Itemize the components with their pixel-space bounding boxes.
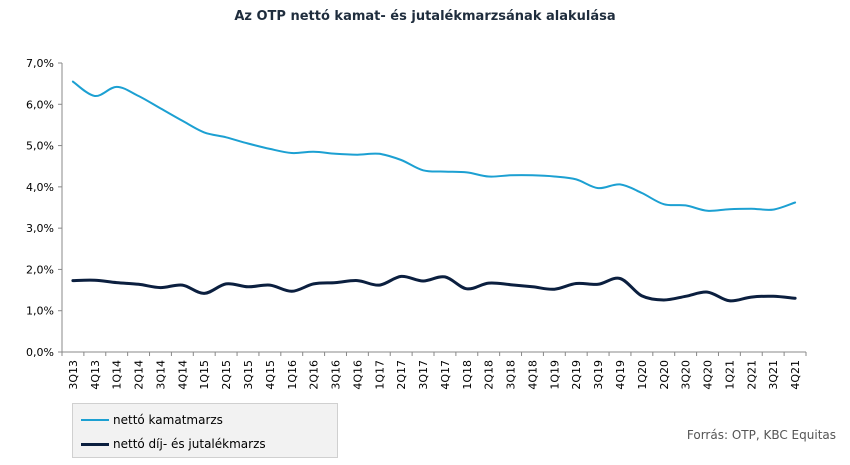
x-tick-label: 2Q14 <box>133 360 146 390</box>
legend-item-kamatmarzs: nettó kamatmarzs <box>81 412 223 428</box>
x-tick-label: 1Q20 <box>636 360 649 390</box>
x-tick-label: 2Q18 <box>483 360 496 390</box>
y-tick-label: 6,0% <box>26 98 54 111</box>
x-tick-label: 1Q15 <box>198 360 211 390</box>
x-tick-label: 2Q16 <box>308 360 321 390</box>
y-tick-label: 5,0% <box>26 140 54 153</box>
x-tick-label: 3Q13 <box>67 360 80 390</box>
y-tick-label: 2,0% <box>26 263 54 276</box>
x-tick-label: 4Q20 <box>702 360 715 390</box>
x-tick-label: 4Q21 <box>789 360 802 390</box>
x-tick-label: 3Q20 <box>680 360 693 390</box>
y-tick-label: 4,0% <box>26 181 54 194</box>
series-line-1 <box>71 274 797 303</box>
series-line-0 <box>71 80 797 212</box>
legend-swatch-jutalekmarzs <box>81 442 109 446</box>
chart-title: Az OTP nettó kamat- és jutalékmarzsának … <box>234 9 616 24</box>
x-tick-label: 1Q19 <box>548 360 561 390</box>
x-tick-label: 3Q21 <box>767 360 780 390</box>
x-tick-label: 1Q18 <box>461 360 474 390</box>
x-tick-label: 3Q19 <box>592 360 605 390</box>
legend-swatch-kamatmarzs <box>81 419 109 421</box>
x-tick-label: 1Q17 <box>373 360 386 390</box>
x-tick-label: 4Q15 <box>264 360 277 390</box>
x-tick-label: 4Q19 <box>614 360 627 390</box>
legend: nettó kamatmarzs nettó díj- és jutalékma… <box>72 403 338 458</box>
x-tick-label: 4Q14 <box>176 360 189 390</box>
y-tick-label: 7,0% <box>26 57 54 70</box>
y-tick-label: 0,0% <box>26 346 54 359</box>
x-tick-label: 2Q15 <box>220 360 233 390</box>
x-tick-label: 1Q16 <box>286 360 299 390</box>
x-tick-label: 2Q20 <box>658 360 671 390</box>
source-note: Forrás: OTP, KBC Equitas <box>686 428 836 442</box>
x-tick-label: 3Q14 <box>154 360 167 390</box>
x-tick-label: 3Q16 <box>330 360 343 390</box>
x-tick-label: 1Q21 <box>723 360 736 390</box>
x-tick-label: 1Q14 <box>111 360 124 390</box>
x-tick-label: 2Q21 <box>745 360 758 390</box>
legend-label-jutalekmarzs: nettó díj- és jutalékmarzs <box>113 437 266 451</box>
y-tick-label: 3,0% <box>26 222 54 235</box>
x-tick-label: 4Q17 <box>439 360 452 390</box>
x-tick-label: 3Q15 <box>242 360 255 390</box>
legend-label-kamatmarzs: nettó kamatmarzs <box>113 413 223 427</box>
x-tick-label: 2Q19 <box>570 360 583 390</box>
x-tick-label: 3Q18 <box>505 360 518 390</box>
x-tick-label: 4Q13 <box>89 360 102 390</box>
x-tick-label: 4Q18 <box>526 360 539 390</box>
x-tick-label: 4Q16 <box>351 360 364 390</box>
legend-item-jutalekmarzs: nettó díj- és jutalékmarzs <box>81 436 266 452</box>
x-tick-label: 3Q17 <box>417 360 430 390</box>
x-tick-label: 2Q17 <box>395 360 408 390</box>
y-tick-label: 1,0% <box>26 305 54 318</box>
